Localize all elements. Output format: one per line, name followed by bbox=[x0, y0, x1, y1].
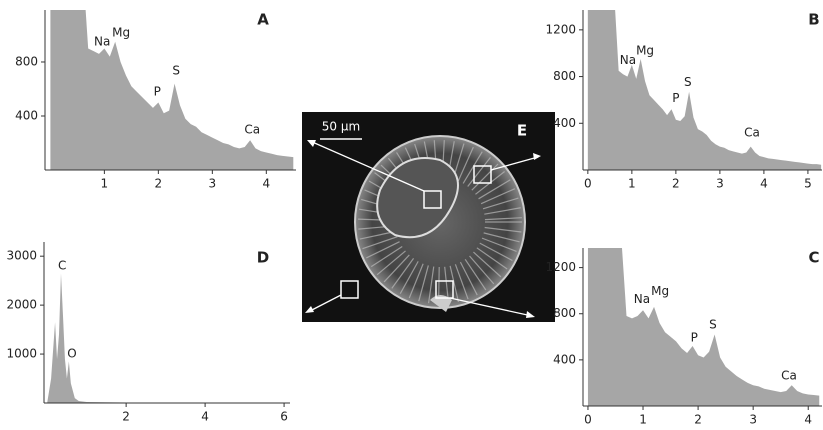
x-tick-label: 4 bbox=[760, 177, 768, 191]
y-tick-label: 400 bbox=[15, 108, 38, 122]
peak-label: Ca bbox=[244, 123, 260, 137]
x-tick-label: 1 bbox=[101, 177, 109, 191]
x-tick-label: 0 bbox=[584, 177, 592, 191]
peak-label: C bbox=[58, 259, 66, 273]
x-tick-label: 3 bbox=[209, 177, 217, 191]
panel-label: C bbox=[808, 249, 819, 267]
y-tick-label: 800 bbox=[15, 54, 38, 68]
panel-label: B bbox=[808, 11, 819, 29]
x-tick-label: 2 bbox=[155, 177, 163, 191]
figure: 50 µm E 4008001234NaMgPSCaA4008001200012… bbox=[0, 0, 823, 430]
peak-label: Ca bbox=[781, 368, 797, 382]
peak-label: Ca bbox=[744, 126, 760, 140]
peak-label: P bbox=[691, 330, 698, 344]
scale-bar-label: 50 µm bbox=[322, 120, 360, 134]
spectrum-area bbox=[47, 273, 284, 403]
x-tick-label: 2 bbox=[672, 177, 680, 191]
x-tick-label: 0 bbox=[584, 413, 592, 427]
panel-label: D bbox=[257, 249, 269, 267]
x-tick-label: 4 bbox=[262, 177, 270, 191]
panel-label: E bbox=[517, 122, 527, 140]
x-tick-label: 2 bbox=[694, 413, 702, 427]
peak-label: P bbox=[154, 84, 161, 98]
peak-label: Na bbox=[620, 53, 636, 67]
sem-image: 50 µm E bbox=[302, 112, 555, 322]
y-tick-label: 2000 bbox=[6, 298, 37, 312]
peak-label: Na bbox=[634, 292, 650, 306]
x-tick-label: 1 bbox=[639, 413, 647, 427]
spectrum-area bbox=[588, 0, 821, 170]
y-tick-label: 800 bbox=[553, 69, 576, 83]
peak-label: Mg bbox=[112, 25, 130, 39]
peak-label: S bbox=[684, 75, 692, 89]
peak-label: Na bbox=[94, 35, 110, 49]
y-tick-label: 400 bbox=[553, 352, 576, 366]
y-tick-label: 1000 bbox=[6, 347, 37, 361]
peak-label: Mg bbox=[651, 284, 669, 298]
spectrum-panel: 1000 2000 3000 2 4 6 C O D bbox=[6, 242, 290, 424]
y-tick-label: 400 bbox=[553, 116, 576, 130]
panel-label: A bbox=[257, 11, 269, 29]
peak-label: Mg bbox=[636, 43, 654, 57]
peak-label: S bbox=[172, 64, 180, 78]
x-tick-label: 4 bbox=[804, 413, 812, 427]
x-tick-label: 4 bbox=[201, 410, 209, 424]
y-tick-label: 3000 bbox=[6, 249, 37, 263]
x-tick-label: 3 bbox=[716, 177, 724, 191]
y-tick-label: 800 bbox=[553, 306, 576, 320]
y-tick-label: 1200 bbox=[545, 22, 576, 36]
peak-label: P bbox=[672, 91, 679, 105]
peak-label: S bbox=[709, 317, 717, 331]
peak-label: O bbox=[67, 347, 76, 361]
x-tick-label: 6 bbox=[280, 410, 288, 424]
x-tick-label: 1 bbox=[628, 177, 636, 191]
x-tick-label: 5 bbox=[804, 177, 812, 191]
y-tick-label: 1200 bbox=[545, 260, 576, 274]
x-tick-label: 2 bbox=[122, 410, 130, 424]
x-tick-label: 3 bbox=[749, 413, 757, 427]
